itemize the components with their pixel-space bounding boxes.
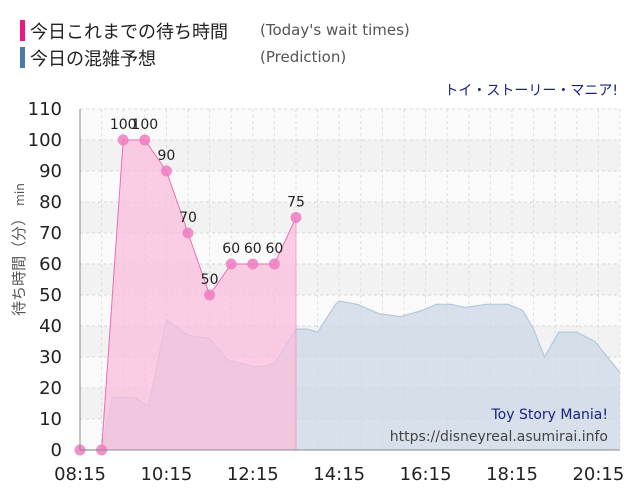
legend-swatch-actual: [20, 20, 25, 41]
y-tick-label: 40: [39, 316, 62, 337]
y-tick-label: 20: [39, 378, 62, 399]
y-tick-label: 80: [39, 192, 62, 213]
legend-sub-actual: (Today's wait times): [260, 21, 410, 39]
legend: 今日これまでの待ち時間 (Today's wait times) 今日の混雑予想…: [20, 18, 440, 72]
x-tick-label: 16:15: [400, 464, 452, 485]
data-label: 100: [110, 117, 137, 133]
plot-band: [80, 140, 620, 171]
data-label: 70: [179, 210, 197, 226]
x-tick-label: 18:15: [486, 464, 538, 485]
actual-area: [80, 140, 296, 450]
site-url: https://disneyreal.asumirai.info: [390, 429, 608, 445]
attraction-title-en: Toy Story Mania!: [490, 407, 608, 423]
data-label: 60: [265, 241, 283, 257]
data-label: 60: [222, 241, 240, 257]
actual-point: [182, 227, 194, 239]
x-tick-label: 20:15: [572, 464, 624, 485]
y-tick-label: 0: [51, 440, 62, 461]
actual-point: [139, 134, 151, 146]
data-label: 100: [131, 117, 158, 133]
y-tick-label: 100: [28, 130, 62, 151]
x-tick-label: 08:15: [54, 464, 106, 485]
legend-item-actual: 今日これまでの待ち時間 (Today's wait times): [20, 18, 440, 45]
actual-point: [204, 289, 216, 301]
y-tick-label: 70: [39, 223, 62, 244]
data-label: 50: [201, 272, 219, 288]
data-label: 60: [244, 241, 262, 257]
x-tick-label: 14:15: [313, 464, 365, 485]
y-tick-label: 60: [39, 254, 62, 275]
plot-band: [80, 109, 620, 140]
actual-point: [117, 134, 129, 146]
legend-item-predicted: 今日の混雑予想 (Prediction): [20, 45, 440, 72]
y-tick-label: 110: [28, 99, 62, 120]
x-tick-label: 12:15: [227, 464, 279, 485]
actual-point: [247, 258, 259, 270]
y-tick-label: 10: [39, 409, 62, 430]
data-label: 90: [157, 148, 175, 164]
y-axis-label: 待ち時間（分）min: [10, 183, 28, 316]
actual-point: [290, 212, 302, 223]
x-tick-label: 10:15: [140, 464, 192, 485]
actual-point: [225, 258, 237, 270]
actual-point: [268, 258, 280, 270]
legend-label-predicted: 今日の混雑予想: [30, 49, 156, 70]
data-label: 75: [287, 195, 305, 211]
y-tick-label: 50: [39, 285, 62, 306]
legend-sub-predicted: (Prediction): [260, 48, 347, 66]
legend-label-actual: 今日これまでの待ち時間: [30, 22, 228, 43]
y-tick-label: 30: [39, 347, 62, 368]
attraction-title-jp: トイ・ストーリー・マニア!: [444, 83, 618, 99]
y-tick-label: 90: [39, 161, 62, 182]
legend-swatch-predicted: [20, 47, 25, 68]
actual-point: [160, 165, 172, 177]
